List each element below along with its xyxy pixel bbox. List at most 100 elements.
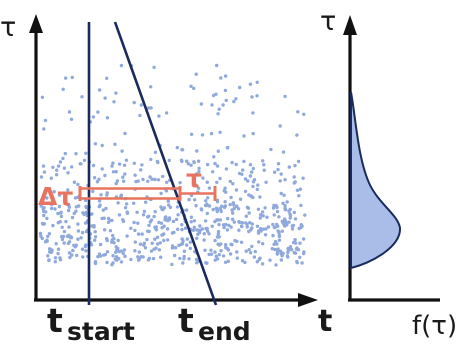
scatter-dot	[70, 75, 75, 80]
scatter-dot	[253, 249, 257, 254]
scatter-dot	[213, 238, 217, 243]
scatter-dot	[223, 260, 228, 264]
scatter-dot	[100, 167, 104, 171]
scatter-dot	[93, 235, 98, 239]
scatter-dot	[235, 204, 239, 209]
scatter-dot	[122, 248, 127, 252]
scatter-dot	[194, 257, 199, 262]
scatter-dot	[98, 242, 103, 247]
scatter-dot	[102, 216, 106, 220]
scatter-dot	[255, 80, 259, 85]
scatter-dot	[162, 224, 166, 228]
scatter-dot	[141, 177, 145, 182]
scatter-dot	[111, 161, 115, 165]
scatter-dot	[114, 181, 118, 186]
scatter-dot	[70, 215, 75, 220]
scatter-dot	[70, 253, 74, 257]
scatter-dot	[78, 162, 82, 166]
scatter-dot	[271, 206, 276, 210]
scatter-dot	[259, 213, 263, 217]
scatter-dot	[272, 213, 276, 217]
scatter-dot	[251, 184, 255, 189]
scatter-dot	[205, 226, 209, 231]
scatter-dot	[52, 190, 56, 194]
scatter-dot	[229, 242, 233, 246]
scatter-dot	[93, 142, 98, 146]
scatter-dots	[38, 63, 307, 267]
scatter-dot	[46, 188, 51, 192]
scatter-dot	[80, 247, 85, 251]
scatter-dot	[181, 261, 185, 265]
scatter-dot	[132, 100, 136, 105]
scatter-dot	[213, 258, 217, 262]
scatter-dot	[240, 224, 244, 229]
scatter-dot	[195, 149, 199, 153]
scatter-dot	[197, 166, 201, 170]
scatter-dot	[121, 175, 125, 179]
scatter-dot	[279, 172, 283, 176]
scatter-dot	[296, 248, 301, 252]
scatter-dot	[219, 209, 223, 214]
scatter-dot	[250, 170, 254, 174]
scatter-dot	[301, 176, 305, 180]
scatter-dot	[279, 258, 283, 262]
scatter-dot	[183, 226, 188, 230]
scatter-dot	[148, 175, 152, 179]
scatter-dot	[226, 259, 230, 263]
left-y-axis-arrow	[29, 14, 43, 33]
scatter-dot	[249, 251, 253, 255]
scatter-dot	[243, 177, 248, 181]
scatter-dot	[213, 250, 217, 254]
scatter-dot	[182, 257, 186, 261]
scatter-dot	[160, 207, 164, 211]
scatter-dot	[192, 160, 196, 164]
scatter-dot	[44, 210, 48, 214]
scatter-dot	[173, 246, 178, 250]
scatter-dot	[214, 92, 218, 96]
scatter-dot	[92, 225, 96, 229]
scatter-dot	[59, 214, 64, 219]
scatter-dot	[219, 249, 223, 253]
scatter-dot	[113, 250, 118, 254]
left-x-axis-arrow	[298, 293, 318, 307]
left-axes	[29, 14, 318, 307]
scatter-dot	[300, 261, 304, 265]
scatter-dot	[225, 228, 230, 232]
scatter-dot	[115, 179, 120, 183]
scatter-dot	[39, 204, 43, 208]
scatter-dot	[76, 182, 80, 187]
scatter-dot	[67, 233, 71, 238]
scatter-dot	[163, 218, 167, 222]
scatter-dot	[148, 220, 152, 224]
scatter-dot	[285, 254, 290, 258]
scatter-dot	[301, 251, 306, 256]
scatter-dot	[121, 251, 125, 256]
scatter-dot	[238, 197, 243, 201]
scatter-dot	[199, 102, 203, 106]
scatter-dot	[114, 255, 119, 259]
scatter-dot	[209, 252, 214, 256]
scatter-dot	[245, 225, 249, 229]
scatter-dot	[229, 225, 233, 229]
scatter-dot	[238, 85, 242, 90]
scatter-dot	[234, 188, 239, 192]
scatter-dot	[215, 200, 220, 204]
scatter-dot	[240, 172, 244, 176]
scatter-dot	[119, 260, 124, 264]
scatter-dot	[222, 205, 227, 210]
scatter-dot	[296, 159, 301, 164]
scatter-dot	[102, 228, 107, 232]
scatter-dot	[132, 220, 136, 225]
scatter-dot	[136, 221, 140, 225]
scatter-dot	[96, 255, 100, 259]
scatter-dot	[157, 114, 161, 118]
scatter-dot	[264, 227, 268, 231]
scatter-dot	[243, 260, 247, 265]
scatter-dot	[187, 197, 191, 202]
scatter-dot	[261, 242, 265, 246]
scatter-dot	[105, 260, 109, 265]
scatter-dot	[170, 244, 175, 248]
scatter-dot	[176, 213, 180, 217]
scatter-dot	[277, 215, 281, 219]
scatter-dot	[188, 240, 193, 244]
